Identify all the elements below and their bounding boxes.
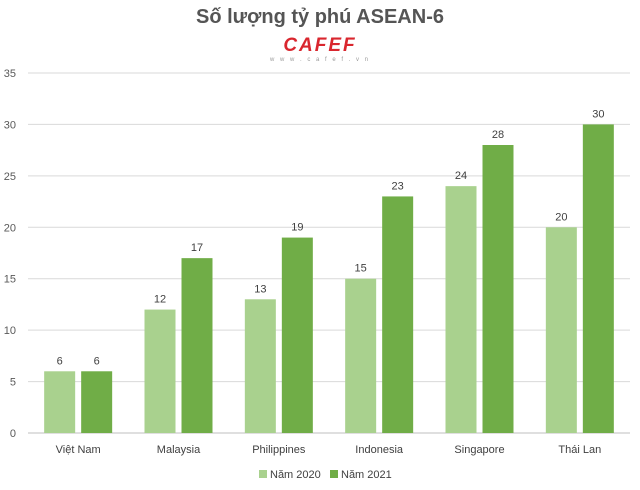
data-label: 23 [392,180,404,192]
bar [582,124,614,433]
data-label: 19 [291,222,303,234]
bar [445,186,477,433]
bar [345,278,377,433]
y-tick-label: 5 [10,377,16,389]
y-tick-label: 10 [4,325,16,337]
bar [244,299,276,433]
data-label: 24 [455,170,467,182]
x-tick-label: Indonesia [355,444,404,456]
bar [81,371,113,433]
y-tick-label: 20 [4,222,16,234]
bar [545,227,577,433]
logo-brand-text: CAFEF [283,35,357,56]
data-label: 28 [492,129,504,141]
data-label: 12 [154,294,166,306]
data-label: 13 [254,283,266,295]
bar [181,258,213,433]
legend-label: Năm 2020 [270,469,321,481]
x-tick-label: Thái Lan [558,444,601,456]
data-label: 6 [94,355,100,367]
data-label: 30 [592,108,604,120]
bar [482,145,514,433]
data-label: 6 [57,355,63,367]
data-label: 17 [191,242,203,254]
bar [144,309,176,433]
y-tick-label: 0 [10,428,16,440]
x-tick-label: Singapore [454,444,504,456]
x-tick-label: Philippines [252,444,306,456]
legend-swatch [330,470,338,478]
data-labels: 6 6 12 17 13 19 15 23 24 28 20 30 [57,108,605,367]
bar [281,237,313,433]
x-tick-label: Việt Nam [56,444,101,456]
bars [44,124,614,433]
bar [382,196,414,433]
logo-url-text: w w w . c a f e f . v n [269,57,370,63]
legend: Năm 2020 Năm 2021 [259,469,392,481]
x-axis: Việt Nam Malaysia Philippines Indonesia Sing… [56,444,602,456]
y-tick-label: 30 [4,119,16,131]
data-label: 15 [355,263,367,275]
legend-label: Năm 2021 [341,469,392,481]
y-tick-label: 15 [4,274,16,286]
y-axis: 0 5 10 15 20 25 30 35 [4,68,16,440]
gridlines [28,72,630,434]
legend-swatch [259,470,267,478]
chart-title: Số lượng tỷ phú ASEAN-6 [196,6,444,28]
cafef-logo: CAFEF w w w . c a f e f . v n [262,36,378,66]
bar [44,371,76,433]
data-label: 20 [555,211,567,223]
y-tick-label: 25 [4,171,16,183]
y-tick-label: 35 [4,68,16,80]
x-tick-label: Malaysia [157,444,201,456]
